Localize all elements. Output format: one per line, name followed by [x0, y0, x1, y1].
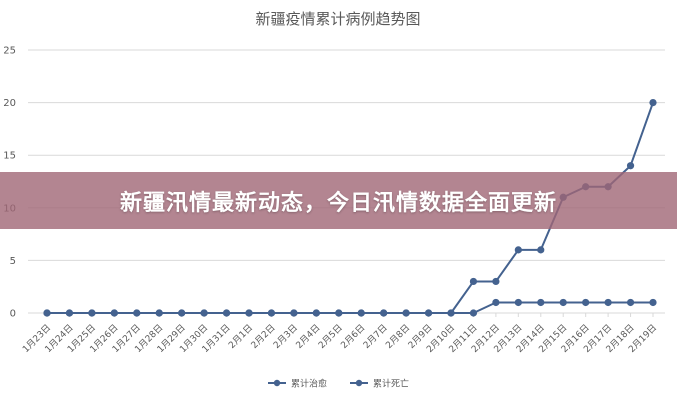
x-tick-label: 2月8日	[384, 322, 413, 351]
data-point	[626, 162, 635, 170]
data-point	[537, 246, 545, 254]
x-tick-label: 2月1日	[227, 322, 256, 351]
data-point	[200, 309, 208, 317]
legend-label: 累计治愈	[291, 378, 327, 390]
data-point	[43, 309, 51, 317]
data-point	[469, 277, 478, 286]
series-1	[43, 298, 657, 317]
data-point	[178, 309, 186, 317]
headline-text: 新疆汛情最新动态，今日汛情数据全面更新	[119, 190, 557, 216]
data-point	[649, 99, 657, 107]
data-point	[626, 298, 635, 307]
legend-marker	[273, 379, 281, 387]
data-point	[649, 298, 657, 307]
data-point	[110, 309, 118, 317]
data-point	[402, 309, 410, 317]
data-point	[604, 298, 612, 307]
x-axis-ticks: 1月23日1月24日1月25日1月26日1月27日1月28日1月29日1月30日…	[20, 313, 659, 355]
y-tick-label: 20	[3, 98, 16, 109]
data-point	[335, 309, 343, 317]
data-point	[380, 309, 388, 317]
headline-banner: 新疆汛情最新动态，今日汛情数据全面更新	[0, 172, 677, 229]
x-tick-label: 2月4日	[294, 322, 323, 351]
x-tick-label: 2月6日	[339, 322, 368, 351]
x-tick-label: 2月7日	[361, 322, 390, 351]
data-point	[65, 309, 74, 317]
x-tick-label: 2月2日	[249, 322, 278, 351]
legend: 累计治愈 累计死亡	[268, 378, 409, 390]
data-point	[514, 246, 522, 254]
data-point	[133, 309, 141, 317]
data-point	[312, 309, 320, 317]
data-point	[469, 309, 478, 317]
data-point	[222, 309, 231, 317]
data-point	[582, 298, 590, 307]
data-point	[492, 277, 500, 286]
data-point	[447, 309, 455, 317]
data-point	[267, 309, 276, 317]
series-line	[47, 301, 653, 314]
data-point	[290, 309, 298, 317]
legend-marker	[355, 379, 363, 387]
y-tick-label: 0	[10, 309, 16, 320]
data-point	[559, 298, 567, 307]
legend-label: 累计死亡	[373, 378, 409, 390]
x-tick-label: 2月5日	[316, 322, 345, 351]
data-point	[537, 298, 545, 307]
data-point	[357, 309, 365, 317]
data-point	[424, 309, 433, 317]
data-point	[514, 298, 522, 307]
data-point	[88, 309, 96, 317]
y-tick-label: 25	[3, 46, 16, 57]
y-tick-label: 5	[10, 256, 16, 267]
data-point	[155, 309, 163, 317]
data-point	[245, 309, 253, 317]
data-point	[492, 298, 500, 307]
chart-title: 新疆疫情累计病例趋势图	[255, 10, 420, 28]
x-tick-label: 2月3日	[271, 322, 300, 351]
y-tick-label: 15	[3, 151, 16, 162]
